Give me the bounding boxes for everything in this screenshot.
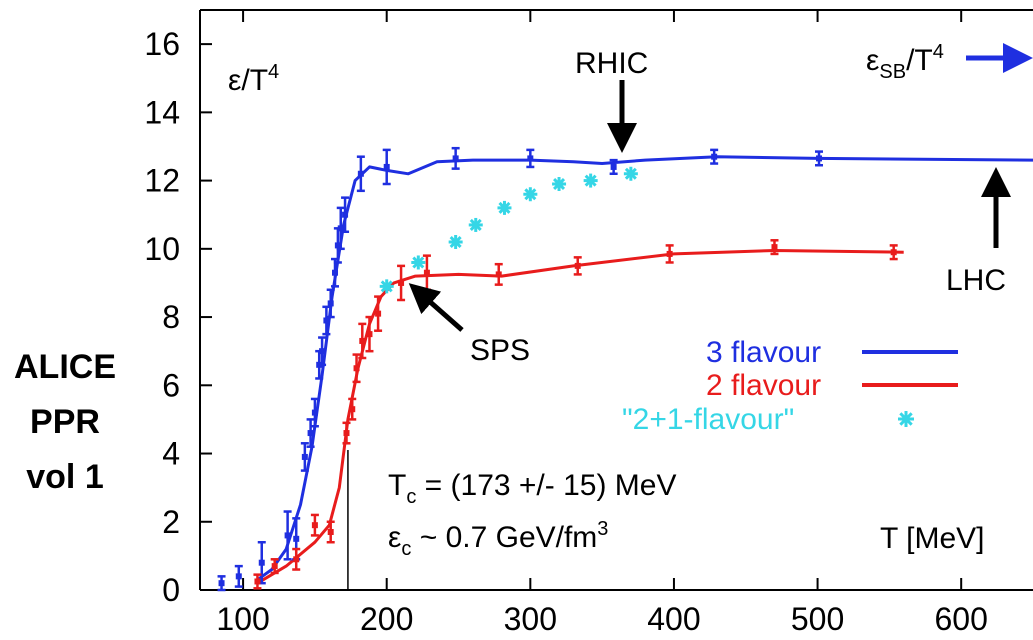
- data-point-series-0: [234, 564, 243, 588]
- data-point-series-1: [770, 239, 779, 256]
- sps-arrow: [408, 283, 464, 332]
- side-label-line2: PPR: [30, 403, 100, 441]
- data-point-series-1: [310, 513, 319, 537]
- data-point-series-1: [342, 421, 351, 445]
- lhc-label: LHC: [946, 264, 1006, 297]
- data-point-series-1: [352, 353, 361, 384]
- legend-label-3flavour: 3 flavour: [706, 336, 821, 369]
- y-tick-label: 4: [162, 436, 180, 472]
- series-curve-0: [256, 155, 1033, 582]
- data-point-series-1: [253, 573, 262, 590]
- y-tick-label: 6: [162, 367, 180, 403]
- data-point-series-0: [356, 155, 365, 193]
- data-point-series-0: [318, 336, 327, 367]
- data-point-series-0: [322, 305, 331, 336]
- x-tick-label: 500: [791, 601, 844, 637]
- data-point-series-2: [583, 173, 598, 188]
- y-tick-label: 12: [144, 163, 180, 199]
- side-label: ALICE PPR vol 1: [0, 340, 130, 505]
- data-point-series-0: [815, 150, 824, 167]
- data-point-series-0: [300, 442, 309, 472]
- data-point-series-0: [710, 148, 719, 165]
- data-point-series-1: [292, 547, 301, 571]
- data-point-series-0: [326, 288, 335, 319]
- data-point-series-2: [468, 217, 483, 232]
- data-point-series-2: [523, 187, 538, 202]
- plot-frame: [199, 9, 1033, 591]
- axis-ticks: 100 200 300 400 500 600 0 2 4 6 8 10 12 14 16: [144, 10, 988, 637]
- series-curves: [256, 155, 1033, 585]
- data-point-series-1: [365, 315, 374, 353]
- x-tick-label: 600: [934, 601, 987, 637]
- y-tick-label: 8: [162, 299, 180, 335]
- x-axis-label: T [MeV]: [880, 522, 984, 555]
- data-point-series-0: [217, 575, 226, 592]
- sps-label: SPS: [470, 334, 530, 367]
- data-point-series-1: [573, 256, 582, 276]
- data-point-series-1: [422, 254, 431, 292]
- y-tick-label: 14: [144, 94, 180, 130]
- y-tick-label: 2: [162, 504, 180, 540]
- side-label-line3: vol 1: [26, 458, 104, 496]
- rhic-label: RHIC: [575, 47, 648, 80]
- data-point-series-2: [552, 177, 567, 191]
- data-point-series-2: [448, 235, 463, 249]
- eps-sb-label: εSB/T4: [866, 41, 944, 83]
- data-point-series-1: [397, 264, 406, 302]
- legend-marker-2plus1: [898, 411, 914, 427]
- data-point-series-0: [283, 510, 292, 561]
- tc-label: Tc = (173 +/- 15) MeV: [388, 469, 676, 508]
- data-point-series-1: [326, 520, 335, 544]
- data-point-series-2: [411, 255, 426, 270]
- data-point-series-1: [358, 322, 367, 360]
- data-point-series-1: [665, 244, 674, 264]
- legend-label-2plus1: "2+1-flavour": [622, 403, 794, 436]
- data-point-series-2: [497, 200, 512, 215]
- data-point-series-0: [526, 148, 535, 169]
- side-label-line1: ALICE: [14, 348, 116, 386]
- data-point-series-1: [494, 262, 503, 286]
- data-point-series-0: [341, 196, 350, 234]
- data-point-series-2: [379, 279, 394, 294]
- data-point-series-2: [623, 166, 638, 181]
- data-point-series-0: [336, 206, 345, 251]
- y-tick-label: 10: [144, 231, 180, 267]
- data-point-series-1: [270, 558, 279, 575]
- legend-label-2flavour: 2 flavour: [706, 369, 821, 402]
- data-point-series-0: [382, 148, 391, 186]
- data-point-series-1: [889, 244, 898, 261]
- data-point-series-1: [374, 295, 383, 332]
- y-axis-label: ε/T4: [228, 61, 279, 97]
- x-tick-label: 300: [504, 601, 557, 637]
- data-point-series-1: [348, 397, 357, 421]
- legend: 3 flavour 2 flavour "2+1-flavour": [622, 336, 958, 436]
- y-tick-label: 0: [162, 572, 180, 608]
- data-point-series-0: [609, 158, 618, 176]
- x-tick-label: 400: [647, 601, 700, 637]
- ec-label: εc ~ 0.7 GeV/fm3: [388, 518, 608, 560]
- data-point-series-0: [306, 418, 315, 448]
- data-point-series-0: [451, 146, 460, 170]
- x-tick-label: 100: [216, 601, 269, 637]
- series-points: [217, 146, 898, 592]
- y-tick-label: 16: [144, 26, 180, 62]
- legend-star-glyph: [898, 411, 914, 427]
- x-tick-label: 200: [360, 601, 413, 637]
- data-point-series-0: [310, 397, 319, 428]
